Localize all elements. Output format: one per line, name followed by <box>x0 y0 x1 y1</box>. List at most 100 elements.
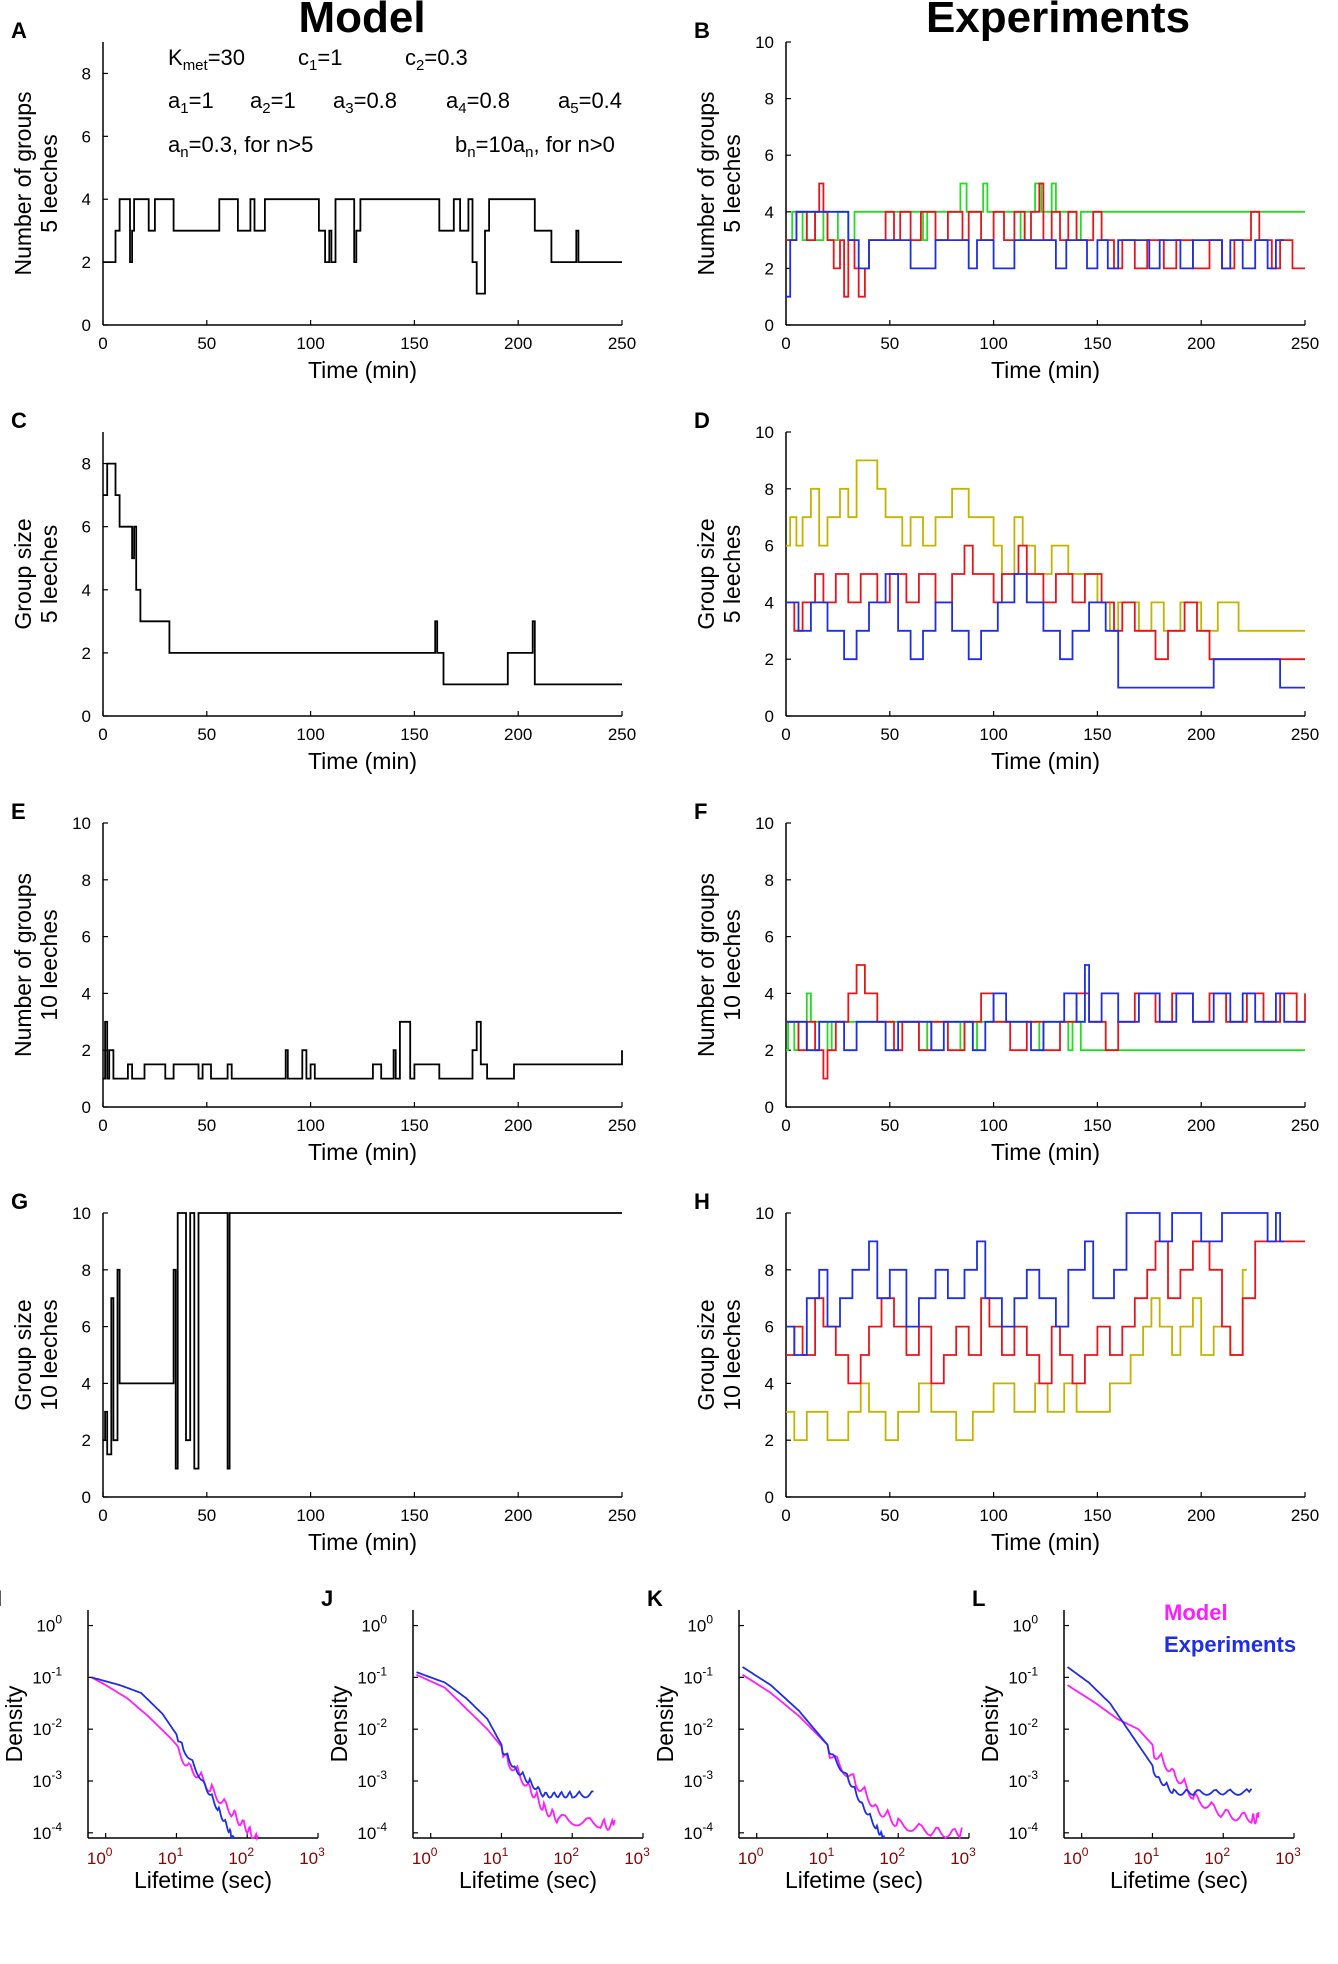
x-tick-label: 250 <box>1291 725 1319 744</box>
y-tick-label: 4 <box>82 1374 91 1393</box>
x-tick-label: 50 <box>880 1116 899 1135</box>
chart-i: I 100 101 102 103 100 10-1 10-2 10-3 10-4 Lifetime… <box>0 1586 325 1893</box>
x-tick-label: 250 <box>1291 1506 1319 1525</box>
y-axis-label-sub: 10 leeches <box>36 909 62 1020</box>
y-axis-label-sub: 5 leeches <box>719 134 745 232</box>
y-tick-label: 0 <box>765 707 774 726</box>
y-tick-label: 6 <box>82 1318 91 1337</box>
x-tick-label: 100 <box>296 1116 324 1135</box>
series-blue <box>786 573 1305 689</box>
y-tick-label: 100 <box>361 1613 387 1636</box>
legend: Model Experiments <box>1164 1600 1296 1657</box>
x-tick-label: 102 <box>1204 1845 1230 1868</box>
series-red <box>786 1240 1305 1385</box>
x-tick-label: 100 <box>979 725 1007 744</box>
y-tick-label: 8 <box>82 871 91 890</box>
y-tick-label: 10-1 <box>1008 1664 1038 1687</box>
model-column-heading: Model <box>298 0 425 42</box>
x-tick-label: 150 <box>1083 725 1111 744</box>
x-tick-label: 150 <box>400 1116 428 1135</box>
y-tick-label: 6 <box>82 928 91 947</box>
y-tick-label: 10-3 <box>683 1768 713 1791</box>
x-tick-label: 0 <box>781 334 790 353</box>
y-tick-label: 2 <box>82 253 91 272</box>
x-tick-label: 102 <box>553 1845 579 1868</box>
x-tick-label: 250 <box>608 334 636 353</box>
y-axis-label: Group size <box>10 1299 36 1410</box>
x-axis-label: Lifetime (sec) <box>134 1867 272 1893</box>
y-axis-label: Number of groups <box>693 91 719 275</box>
param-a3: a3=0.8 <box>333 88 397 117</box>
param-kmet: Kmet=30 <box>168 45 245 74</box>
x-tick-label: 100 <box>979 1506 1007 1525</box>
y-axis-label-sub: 10 leeches <box>719 1299 745 1410</box>
panel-label-h: H <box>694 1189 710 1214</box>
chart-g: G 0 50 100 150 200 250 0 2 4 6 8 10 Time (min) Group s… <box>10 1189 636 1555</box>
y-tick-label: 10 <box>755 423 774 442</box>
param-a2: a2=1 <box>250 88 296 117</box>
y-tick-label: 0 <box>82 707 91 726</box>
y-axis-label: Group size <box>10 518 36 629</box>
x-tick-label: 250 <box>1291 334 1319 353</box>
x-tick-label: 100 <box>296 334 324 353</box>
series-model <box>103 1212 622 1470</box>
y-tick-label: 2 <box>765 259 774 278</box>
series-model <box>103 198 622 295</box>
param-a4: a4=0.8 <box>446 88 510 117</box>
x-tick-label: 103 <box>950 1845 976 1868</box>
panel-label-d: D <box>694 408 710 433</box>
chart-e: E 0 50 100 150 200 250 0 2 4 6 8 10 Time (min) Number … <box>10 799 636 1165</box>
y-tick-label: 10-1 <box>683 1664 713 1687</box>
x-tick-label: 200 <box>1187 1116 1215 1135</box>
chart-j: J 100 101 102 103 100 10-1 10-2 10-3 10-4 Lifetime… <box>321 1586 650 1893</box>
series-blue <box>786 964 1305 1052</box>
x-tick-label: 50 <box>197 725 216 744</box>
series-experiments <box>742 1666 885 1839</box>
y-axis-label-sub: 5 leeches <box>36 525 62 623</box>
x-tick-label: 103 <box>1275 1845 1301 1868</box>
x-tick-label: 0 <box>781 725 790 744</box>
x-tick-label: 200 <box>1187 725 1215 744</box>
series-experiments <box>91 1676 235 1839</box>
x-tick-label: 50 <box>197 334 216 353</box>
y-tick-label: 4 <box>82 984 91 1003</box>
x-tick-label: 100 <box>296 1506 324 1525</box>
x-tick-label: 50 <box>880 1506 899 1525</box>
series-experiments <box>1066 1666 1253 1797</box>
y-tick-label: 0 <box>82 316 91 335</box>
y-tick-label: 8 <box>765 90 774 109</box>
x-tick-label: 200 <box>504 725 532 744</box>
chart-a: A 0 50 100 150 200 250 0 2 4 6 8 Time (min) Number of… <box>10 18 636 383</box>
y-tick-label: 10-4 <box>683 1820 713 1843</box>
y-tick-label: 10-3 <box>32 1768 62 1791</box>
x-tick-label: 150 <box>1083 334 1111 353</box>
y-tick-label: 10-4 <box>32 1820 62 1843</box>
param-a5: a5=0.4 <box>558 88 622 117</box>
y-tick-label: 4 <box>765 984 774 1003</box>
x-tick-label: 50 <box>197 1506 216 1525</box>
y-tick-label: 10-4 <box>357 1820 387 1843</box>
y-tick-label: 10-4 <box>1008 1820 1038 1843</box>
x-tick-label: 103 <box>299 1845 325 1868</box>
x-tick-label: 100 <box>296 725 324 744</box>
x-tick-label: 0 <box>781 1506 790 1525</box>
y-axis-label: Group size <box>693 1299 719 1410</box>
param-c1: c1=1 <box>298 45 342 74</box>
y-tick-label: 2 <box>765 1431 774 1450</box>
x-tick-label: 50 <box>880 725 899 744</box>
series-olive <box>786 459 1305 632</box>
x-tick-label: 100 <box>87 1845 113 1868</box>
y-axis-label: Density <box>652 1685 678 1762</box>
chart-b: B 0 50 100 150 200 250 0 2 4 6 8 10 Time (min) Number … <box>693 18 1319 383</box>
y-tick-label: 2 <box>82 1431 91 1450</box>
x-tick-label: 150 <box>1083 1506 1111 1525</box>
chart-f: F 0 50 100 150 200 250 0 2 4 6 8 10 Time (min) Number … <box>693 799 1319 1165</box>
y-axis-label: Density <box>1 1685 27 1762</box>
y-tick-label: 2 <box>765 1041 774 1060</box>
y-axis-label-sub: 5 leeches <box>719 525 745 623</box>
series-blue <box>786 1212 1285 1356</box>
y-tick-label: 100 <box>687 1613 713 1636</box>
x-tick-label: 101 <box>809 1845 835 1868</box>
y-axis-label: Density <box>977 1685 1003 1762</box>
y-tick-label: 10 <box>72 814 91 833</box>
